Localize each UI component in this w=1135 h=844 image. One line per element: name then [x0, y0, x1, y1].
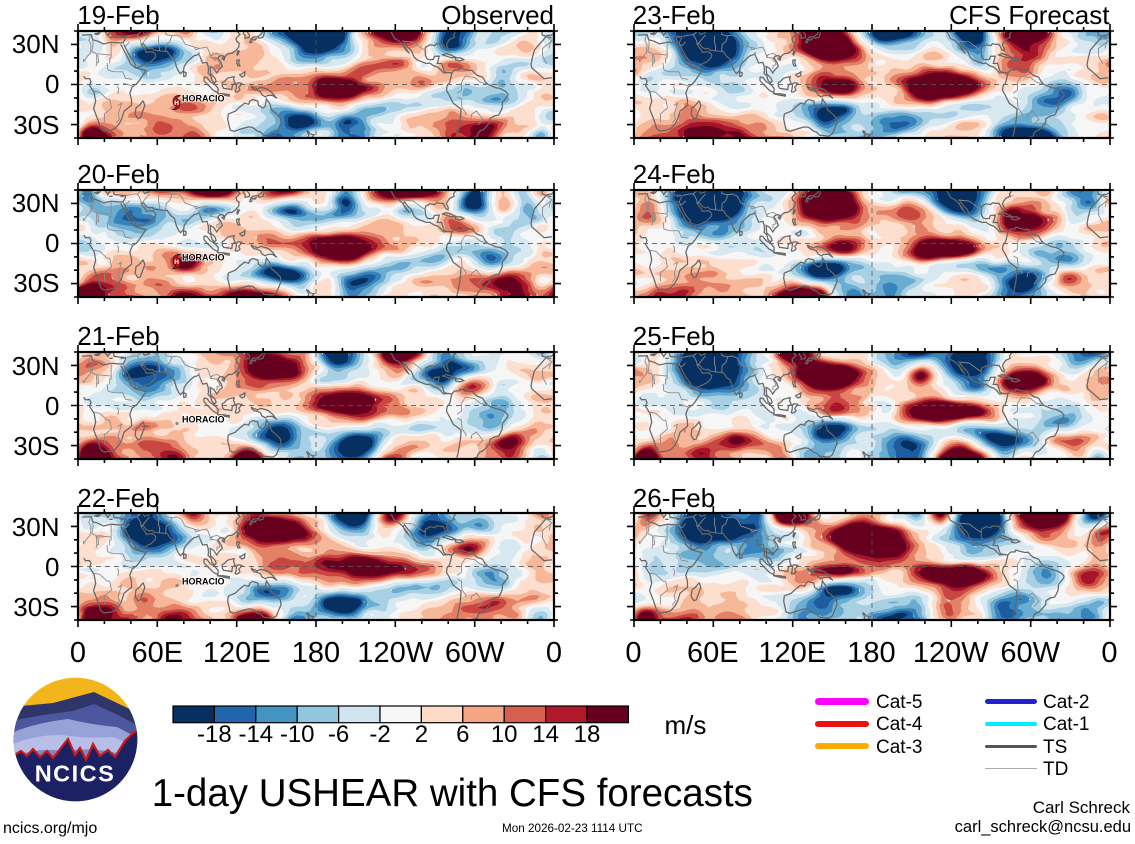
svg-text:HORACIO: HORACIO — [182, 93, 225, 103]
svg-text:H: H — [174, 258, 179, 265]
svg-text:HORACIO: HORACIO — [182, 252, 225, 262]
svg-text:NCICS: NCICS — [35, 761, 116, 787]
svg-text:HORACIO: HORACIO — [182, 415, 225, 425]
svg-text:HORACIO: HORACIO — [182, 577, 225, 587]
svg-text:H: H — [174, 99, 179, 106]
